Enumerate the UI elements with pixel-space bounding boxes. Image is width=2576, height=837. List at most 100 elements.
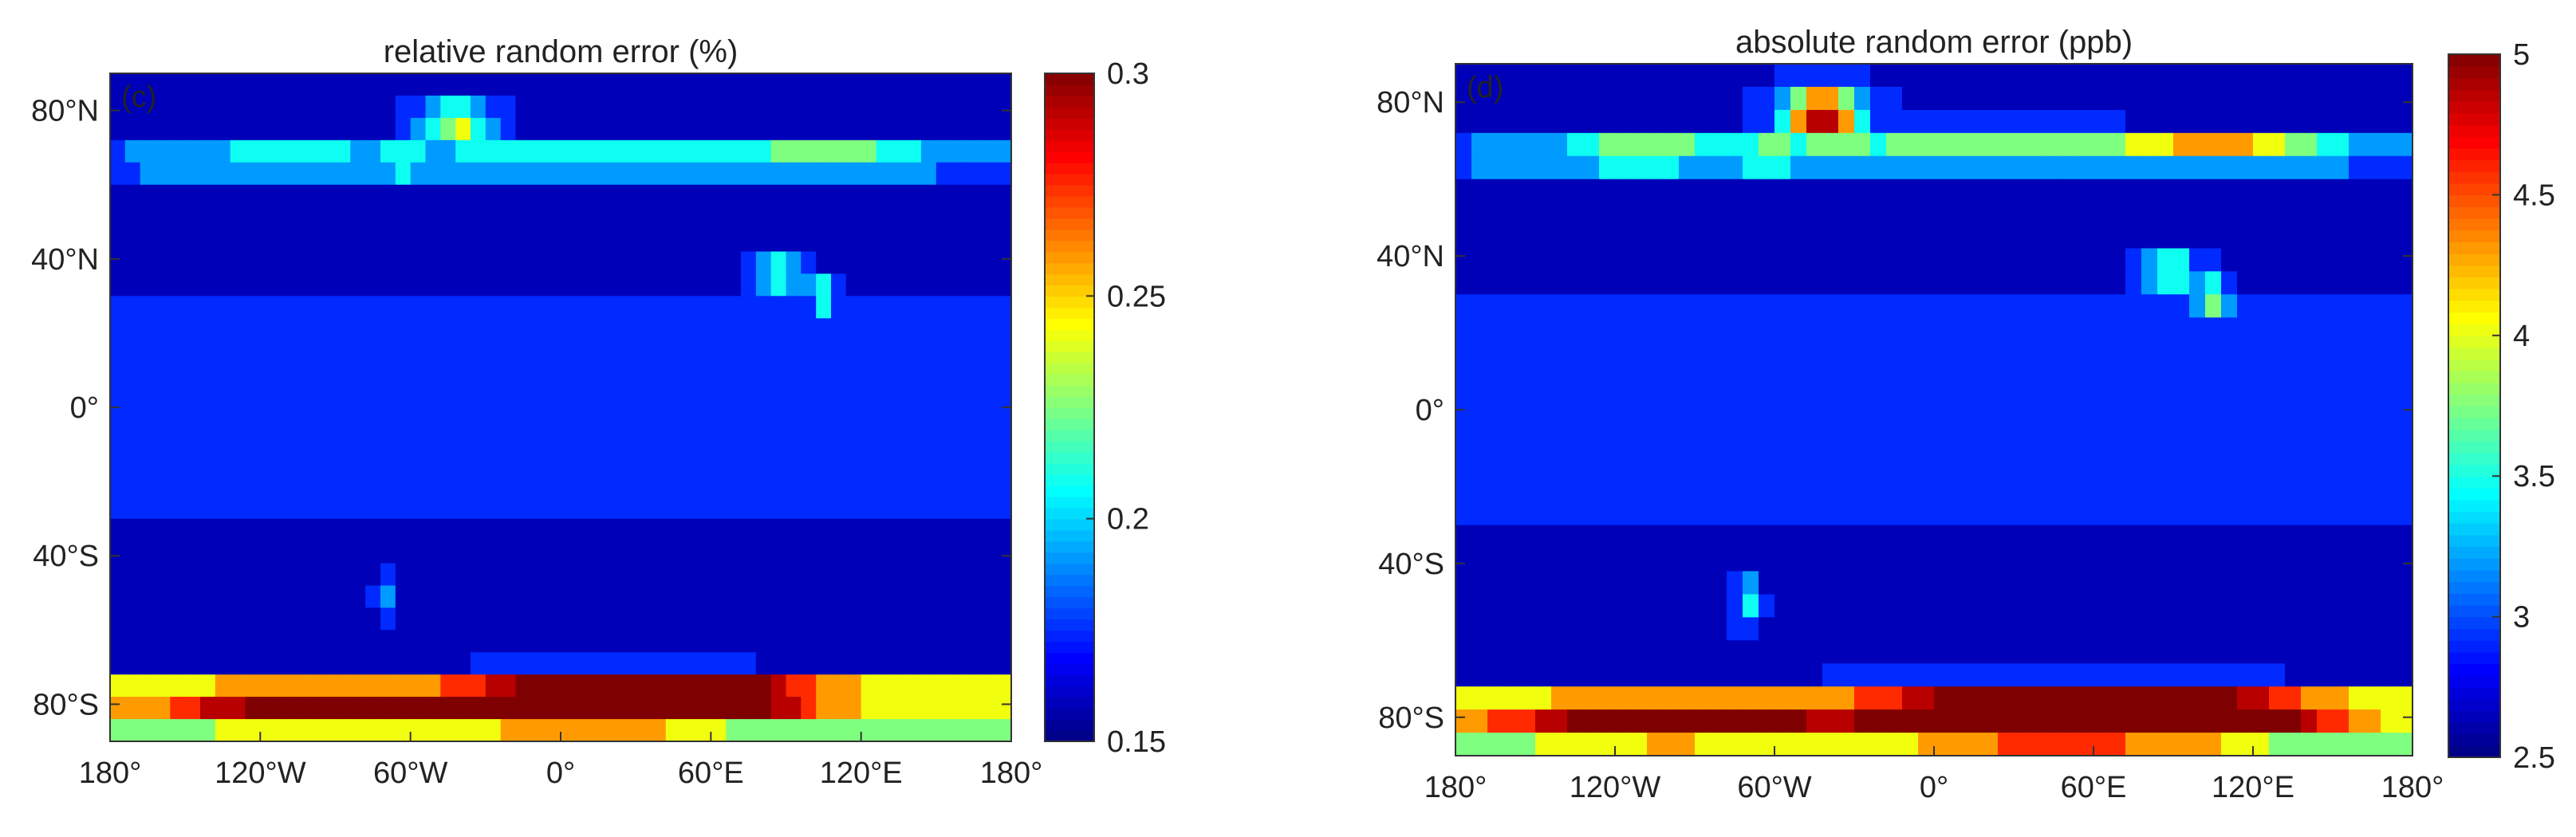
heatmap-cell	[770, 296, 787, 319]
heatmap-cell	[2269, 317, 2286, 341]
heatmap-cell	[906, 184, 922, 208]
heatmap-cell	[1854, 594, 1871, 618]
heatmap-cell	[124, 652, 141, 675]
heatmap-cell	[2205, 271, 2222, 295]
heatmap-cell	[831, 585, 847, 608]
heatmap-cell	[515, 206, 531, 230]
heatmap-cell	[2301, 179, 2318, 203]
heatmap-cell	[695, 697, 711, 720]
heatmap-cell	[2173, 733, 2190, 756]
heatmap-cell	[1870, 340, 1887, 364]
heatmap-cell	[1790, 387, 1807, 411]
heatmap-cell	[1599, 294, 1616, 318]
heatmap-cell	[305, 451, 321, 475]
heatmap-cell	[546, 206, 561, 230]
heatmap-cell	[665, 296, 682, 319]
heatmap-cell	[1886, 387, 1903, 411]
heatmap-cell	[2317, 387, 2334, 411]
heatmap-cell	[380, 652, 396, 675]
heatmap-cell	[365, 296, 381, 319]
heatmap-cell	[2397, 455, 2413, 480]
heatmap-cell	[2078, 132, 2094, 157]
heatmap-cell	[755, 697, 772, 720]
colorbar-segment	[2448, 230, 2500, 242]
heatmap-cell	[695, 451, 711, 475]
heatmap-cell	[395, 184, 412, 208]
heatmap-cell	[711, 363, 727, 386]
heatmap-cell	[1998, 225, 2015, 249]
heatmap-cell	[260, 518, 276, 542]
y-tick-label: 0°	[70, 391, 99, 425]
heatmap-cell	[651, 563, 667, 586]
heatmap-cell	[801, 206, 817, 230]
heatmap-cell	[2093, 132, 2110, 157]
heatmap-cell	[981, 518, 997, 542]
heatmap-cell	[1519, 225, 1536, 249]
heatmap-cell	[170, 518, 186, 542]
heatmap-cell	[2046, 179, 2062, 203]
heatmap-cell	[711, 273, 727, 297]
heatmap-cell	[335, 363, 351, 386]
heatmap-cell	[891, 429, 907, 453]
heatmap-cell	[305, 251, 321, 274]
heatmap-cell	[2221, 501, 2238, 526]
heatmap-cell	[831, 630, 847, 653]
heatmap-cell	[2157, 64, 2174, 88]
heatmap-cell	[2046, 709, 2062, 733]
heatmap-cell	[110, 318, 126, 341]
heatmap-cell	[440, 674, 456, 698]
heatmap-cell	[215, 318, 231, 341]
heatmap-cell	[124, 563, 141, 586]
heatmap-cell	[230, 340, 246, 363]
heatmap-cell	[2381, 709, 2397, 733]
heatmap-cell	[981, 607, 997, 631]
heatmap-cell	[1886, 455, 1903, 480]
heatmap-cell	[350, 273, 366, 297]
heatmap-cell	[665, 251, 682, 274]
heatmap-cell	[891, 229, 907, 252]
heatmap-cell	[1455, 709, 1472, 733]
heatmap-cell	[155, 496, 171, 520]
heatmap-cell	[1583, 594, 1600, 618]
heatmap-cell	[1982, 548, 1999, 572]
heatmap-cell	[561, 95, 577, 119]
heatmap-cell	[1631, 202, 1648, 226]
heatmap-cell	[485, 719, 502, 742]
heatmap-cell	[440, 340, 456, 363]
heatmap-cell	[935, 140, 952, 163]
heatmap-cell	[365, 496, 381, 520]
heatmap-cell	[575, 273, 592, 297]
heatmap-cell	[1631, 294, 1648, 318]
heatmap-cell	[140, 674, 156, 698]
heatmap-cell	[2237, 271, 2254, 295]
heatmap-cell	[2381, 109, 2397, 134]
heatmap-cell	[2030, 271, 2046, 295]
heatmap-cell	[485, 229, 502, 252]
heatmap-cell	[155, 385, 171, 408]
heatmap-cell	[786, 496, 802, 520]
heatmap-cell	[590, 496, 607, 520]
heatmap-cell	[1695, 363, 1711, 387]
heatmap-cell	[755, 719, 772, 742]
heatmap-cell	[410, 184, 427, 208]
heatmap-cell	[665, 385, 682, 408]
heatmap-cell	[2093, 478, 2110, 503]
heatmap-cell	[861, 140, 877, 163]
heatmap-cell	[1711, 155, 1727, 180]
heatmap-cell	[1854, 478, 1871, 503]
heatmap-cell	[831, 140, 847, 163]
heatmap-cell	[1519, 617, 1536, 641]
heatmap-cell	[485, 162, 502, 186]
heatmap-cell	[816, 697, 832, 720]
heatmap-cell	[2269, 501, 2286, 526]
heatmap-cell	[1822, 617, 1839, 641]
heatmap-cell	[1519, 132, 1536, 157]
heatmap-cell	[1567, 432, 1584, 457]
heatmap-cell	[140, 184, 156, 208]
heatmap-cell	[1663, 478, 1680, 503]
heatmap-cell	[124, 73, 141, 96]
heatmap-cell	[471, 585, 486, 608]
heatmap-cell	[1567, 733, 1584, 756]
heatmap-cell	[1663, 340, 1680, 364]
heatmap-cell	[1471, 617, 1488, 641]
